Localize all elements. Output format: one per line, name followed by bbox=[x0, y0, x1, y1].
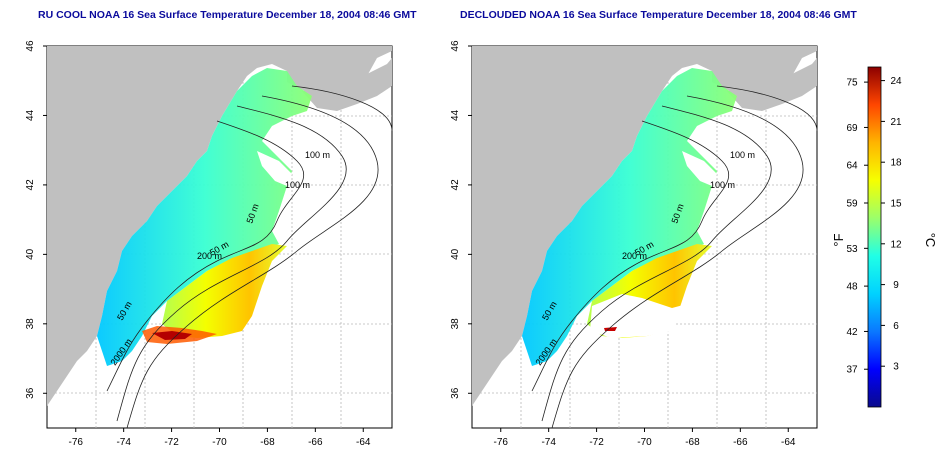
x-tick-label: -76 bbox=[69, 437, 84, 448]
sst-gulf-stream-warm bbox=[162, 244, 287, 338]
y-tick-label: 40 bbox=[25, 248, 36, 260]
y-tick-label: 38 bbox=[450, 318, 461, 330]
colorbar-c-tick-label: 12 bbox=[890, 239, 902, 250]
colorbar-c-tick-label: 21 bbox=[890, 117, 902, 128]
y-tick-label: 42 bbox=[450, 179, 461, 191]
y-tick-label: 36 bbox=[25, 387, 36, 399]
colorbar-unit-celsius: °C bbox=[923, 233, 938, 248]
x-tick-label: -64 bbox=[781, 437, 796, 448]
colorbar-f-tick-label: 59 bbox=[846, 199, 858, 210]
x-tick-label: -70 bbox=[212, 437, 227, 448]
y-tick-label: 38 bbox=[25, 318, 36, 330]
y-tick-label: 40 bbox=[450, 248, 461, 260]
sst-cloud-gap bbox=[257, 151, 292, 186]
y-tick-label: 46 bbox=[450, 40, 461, 52]
y-tick-label: 42 bbox=[25, 179, 36, 191]
y-tick-label: 44 bbox=[25, 109, 36, 121]
contour-label-100m-b: 100 m bbox=[285, 180, 310, 190]
sst-cool-water bbox=[522, 68, 737, 366]
right-panel-title: DECLOUDED NOAA 16 Sea Surface Temperatur… bbox=[460, 9, 857, 21]
x-tick-label: -72 bbox=[164, 437, 179, 448]
colorbar-f-tick-label: 42 bbox=[846, 327, 858, 338]
colorbar-c-tick-label: 18 bbox=[890, 158, 902, 169]
colorbar-c-tick-label: 24 bbox=[890, 76, 902, 87]
contour-label-200m: 200 m bbox=[197, 251, 222, 261]
colorbar-bar bbox=[867, 66, 882, 408]
colorbar: 24 21 18 15 12 9 6 3 75 69 64 59 53 48 42 37 °F °C bbox=[831, 66, 938, 408]
sst-cool-water bbox=[97, 68, 312, 366]
sst-cloud-gap bbox=[682, 151, 717, 186]
contour-label-100m-a: 100 m bbox=[305, 150, 330, 160]
y-tick-label: 44 bbox=[450, 109, 461, 121]
x-tick-label: -64 bbox=[356, 437, 371, 448]
bathymetry-contours bbox=[531, 85, 818, 429]
colorbar-f-tick-label: 53 bbox=[846, 244, 858, 255]
x-tick-label: -66 bbox=[308, 437, 323, 448]
colorbar-c-tick-label: 6 bbox=[893, 321, 899, 332]
x-tick-label: -74 bbox=[541, 437, 556, 448]
sst-red-core bbox=[152, 331, 192, 340]
left-panel-title: RU COOL NOAA 16 Sea Surface Temperature … bbox=[38, 9, 417, 21]
bathymetry-contours bbox=[106, 85, 393, 429]
colorbar-unit-fahrenheit: °F bbox=[831, 233, 846, 246]
colorbar-c-tick-label: 15 bbox=[890, 199, 902, 210]
colorbar-f-tick-label: 64 bbox=[846, 161, 858, 172]
x-tick-label: -66 bbox=[733, 437, 748, 448]
axis-ticks: -76 -74 -72 -70 -68 -66 -64 36 38 40 42 44 46 -76 -74 -… bbox=[25, 40, 796, 448]
x-tick-label: -76 bbox=[494, 437, 509, 448]
nova-scotia-land bbox=[727, 58, 817, 111]
contour-label-100m-b: 100 m bbox=[710, 180, 735, 190]
colorbar-ticks: 24 21 18 15 12 9 6 3 75 69 64 59 53 48 42 37 bbox=[846, 76, 902, 376]
x-tick-label: -68 bbox=[260, 437, 275, 448]
x-tick-label: -68 bbox=[685, 437, 700, 448]
colorbar-f-tick-label: 37 bbox=[846, 365, 858, 376]
colorbar-f-tick-label: 69 bbox=[846, 123, 858, 134]
colorbar-c-tick-label: 3 bbox=[893, 362, 899, 373]
contour-label-200m: 200 m bbox=[622, 251, 647, 261]
right-map-panel: 100 m 100 m 50 m 50 m 200 m 50 m 2000 m bbox=[471, 45, 818, 429]
contour-label-100m-a: 100 m bbox=[730, 150, 755, 160]
left-map-panel: 100 m 100 m 50 m 50 m 200 m 50 m 2000 m bbox=[46, 45, 393, 429]
x-tick-label: -70 bbox=[637, 437, 652, 448]
y-tick-label: 46 bbox=[25, 40, 36, 52]
x-tick-label: -72 bbox=[589, 437, 604, 448]
land-mass bbox=[47, 46, 392, 406]
declouded-white-gap bbox=[590, 294, 687, 338]
land-mass bbox=[472, 46, 817, 406]
y-tick-label: 36 bbox=[450, 387, 461, 399]
nova-scotia-land bbox=[302, 58, 392, 111]
colorbar-c-tick-label: 9 bbox=[893, 280, 899, 291]
x-tick-label: -74 bbox=[116, 437, 131, 448]
colorbar-f-tick-label: 48 bbox=[846, 282, 858, 293]
colorbar-f-tick-label: 75 bbox=[846, 78, 858, 89]
